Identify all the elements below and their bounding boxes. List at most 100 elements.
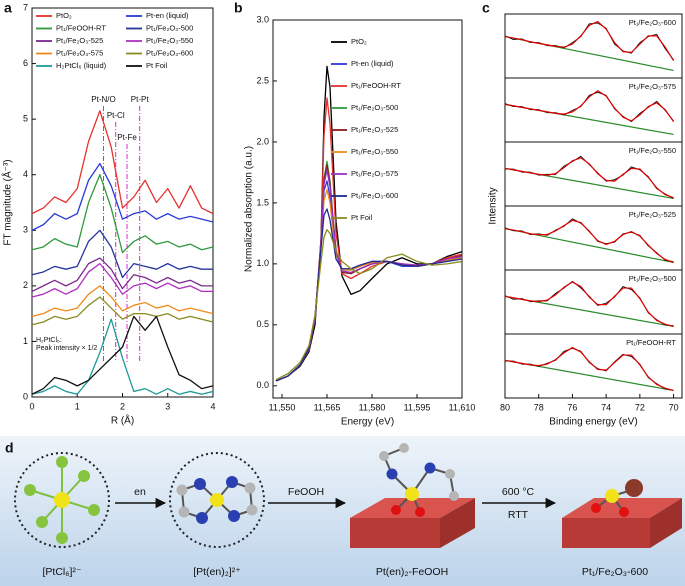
legend-label: Pt₁/Fe₂O₃-525 [351, 125, 398, 134]
y-tick-label: 2.5 [256, 75, 269, 85]
legend-label: Pt Foil [146, 61, 168, 70]
panel-label: d [5, 440, 14, 456]
y-tick-label: 7 [23, 2, 28, 12]
y-axis-title: Normalized absorption (a.u.) [244, 146, 255, 272]
pten-feooh [350, 443, 475, 548]
y-tick-label: 1.0 [256, 258, 269, 268]
legend-label: Pt₁/Fe₂O₃-525 [56, 36, 103, 45]
legend-label: Pt₁/Fe₂O₃-575 [56, 48, 103, 57]
line-series [31, 315, 214, 395]
line-series [31, 296, 214, 326]
spectrum-label: Pt₁/Fe₂O₃-525 [629, 210, 676, 219]
pten-molecule [169, 452, 265, 548]
spectrum-data [505, 347, 674, 391]
legend-label: Pt₁/Fe₂O₃-600 [351, 191, 398, 200]
panel-label: a [4, 0, 12, 16]
arrow-label: 600 °C [502, 486, 535, 498]
annotation: Peak intensity × 1/2 [36, 345, 97, 352]
line-series [31, 162, 214, 231]
spectrum-label: Pt₁/Fe₂O₃-500 [629, 274, 676, 283]
y-tick-label: 3 [23, 225, 28, 235]
x-tick-label: 3 [165, 401, 170, 411]
y-tick-label: 4 [23, 169, 28, 179]
line-series [31, 257, 213, 292]
y-tick-label: 3.0 [256, 14, 269, 24]
legend-label: Pt₁/FeOOH-RT [56, 23, 106, 32]
y-tick-label: 1.5 [256, 197, 269, 207]
x-tick-label: 11,580 [359, 402, 386, 412]
spectrum-fit [504, 281, 674, 328]
spectrum-fit [504, 90, 675, 123]
line-series [275, 97, 463, 382]
species-label: Pt₁/Fe₂O₃-600 [582, 566, 648, 578]
spectrum-label: Pt₁/Fe₂O₃-575 [629, 82, 676, 91]
x-tick-label: 78 [534, 402, 544, 412]
y-tick-label: 1 [23, 336, 28, 346]
legend-label: Pt₁/Fe₂O₃-600 [146, 48, 193, 57]
line-series [31, 262, 213, 298]
panel-label: b [234, 0, 243, 16]
legend-label: Pt-en (liquid) [146, 11, 189, 20]
reference-label: Pt-Cl [107, 111, 125, 120]
x-tick-label: 11,550 [269, 402, 296, 412]
line-series [31, 110, 214, 215]
y-tick-label: 0 [23, 391, 28, 401]
line-series [31, 174, 214, 254]
legend-label: H₂PtCl₆ (liquid) [56, 61, 107, 70]
x-axis-title: R (Å) [111, 414, 134, 427]
line-series [31, 318, 214, 395]
x-axis-title: Binding energy (eV) [549, 417, 637, 428]
legend-label: PtO₂ [56, 11, 72, 20]
y-tick-label: 5 [23, 114, 28, 124]
spectrum-label: Pt₁/Fe₂O₃-600 [629, 18, 676, 27]
pt1-fe2o3 [562, 479, 682, 548]
x-tick-label: 2 [120, 401, 125, 411]
legend-label: Pt-en (liquid) [351, 59, 394, 68]
arrow-label: en [134, 486, 146, 498]
annotation: H₂PtCl₆: [36, 337, 62, 344]
ptcl6-molecule [14, 452, 110, 548]
y-tick-label: 0.0 [256, 380, 269, 390]
reference-label: Pt-Pt [131, 95, 150, 104]
legend-label: Pt₁/Fe₂O₃-575 [351, 169, 398, 178]
x-tick-label: 80 [500, 402, 510, 412]
species-label: Pt(en)₂-FeOOH [376, 566, 448, 578]
spectrum-fit [504, 219, 674, 264]
y-axis-title: Intensity [488, 187, 499, 224]
species-label: [PtCl₆]²⁻ [43, 566, 82, 578]
x-tick-label: 11,565 [314, 402, 341, 412]
spectrum-data [504, 218, 674, 263]
reference-label: Pt-N/O [91, 95, 115, 104]
y-axis-title: FT magnitude (Å⁻³) [1, 159, 14, 245]
x-tick-label: 4 [210, 401, 215, 411]
spectrum-fit [504, 20, 675, 61]
line-series [275, 169, 463, 382]
x-tick-label: 74 [601, 402, 611, 412]
schematic-background [0, 436, 685, 586]
x-tick-label: 0 [29, 401, 34, 411]
arrow-label: RTT [508, 509, 529, 521]
line-series [275, 229, 463, 381]
legend-label: PtO₂ [351, 37, 367, 46]
spectrum-label: Pt₁/FeOOH-RT [626, 338, 676, 347]
x-tick-label: 11,595 [404, 402, 431, 412]
spectrum-fit [504, 346, 674, 392]
y-tick-label: 6 [23, 58, 28, 68]
legend-label: Pt₁/Fe₂O₃-500 [146, 23, 193, 32]
line-series [31, 229, 213, 279]
x-tick-label: 11,610 [449, 402, 476, 412]
y-tick-label: 2 [23, 280, 28, 290]
schematic: d en [0, 436, 685, 586]
arrow-label: FeOOH [288, 486, 324, 498]
reference-label: Pt-Fe [117, 133, 137, 142]
x-axis-title: Energy (eV) [341, 417, 394, 428]
x-tick-label: 76 [567, 402, 577, 412]
x-tick-label: 1 [75, 401, 80, 411]
y-tick-label: 0.5 [256, 319, 269, 329]
line-series [31, 285, 214, 318]
panel-label: c [482, 0, 490, 16]
legend-label: Pt₁/Fe₂O₃-500 [351, 103, 398, 112]
legend-label: Pt₁/FeOOH-RT [351, 81, 401, 90]
plot-frame [272, 19, 463, 399]
